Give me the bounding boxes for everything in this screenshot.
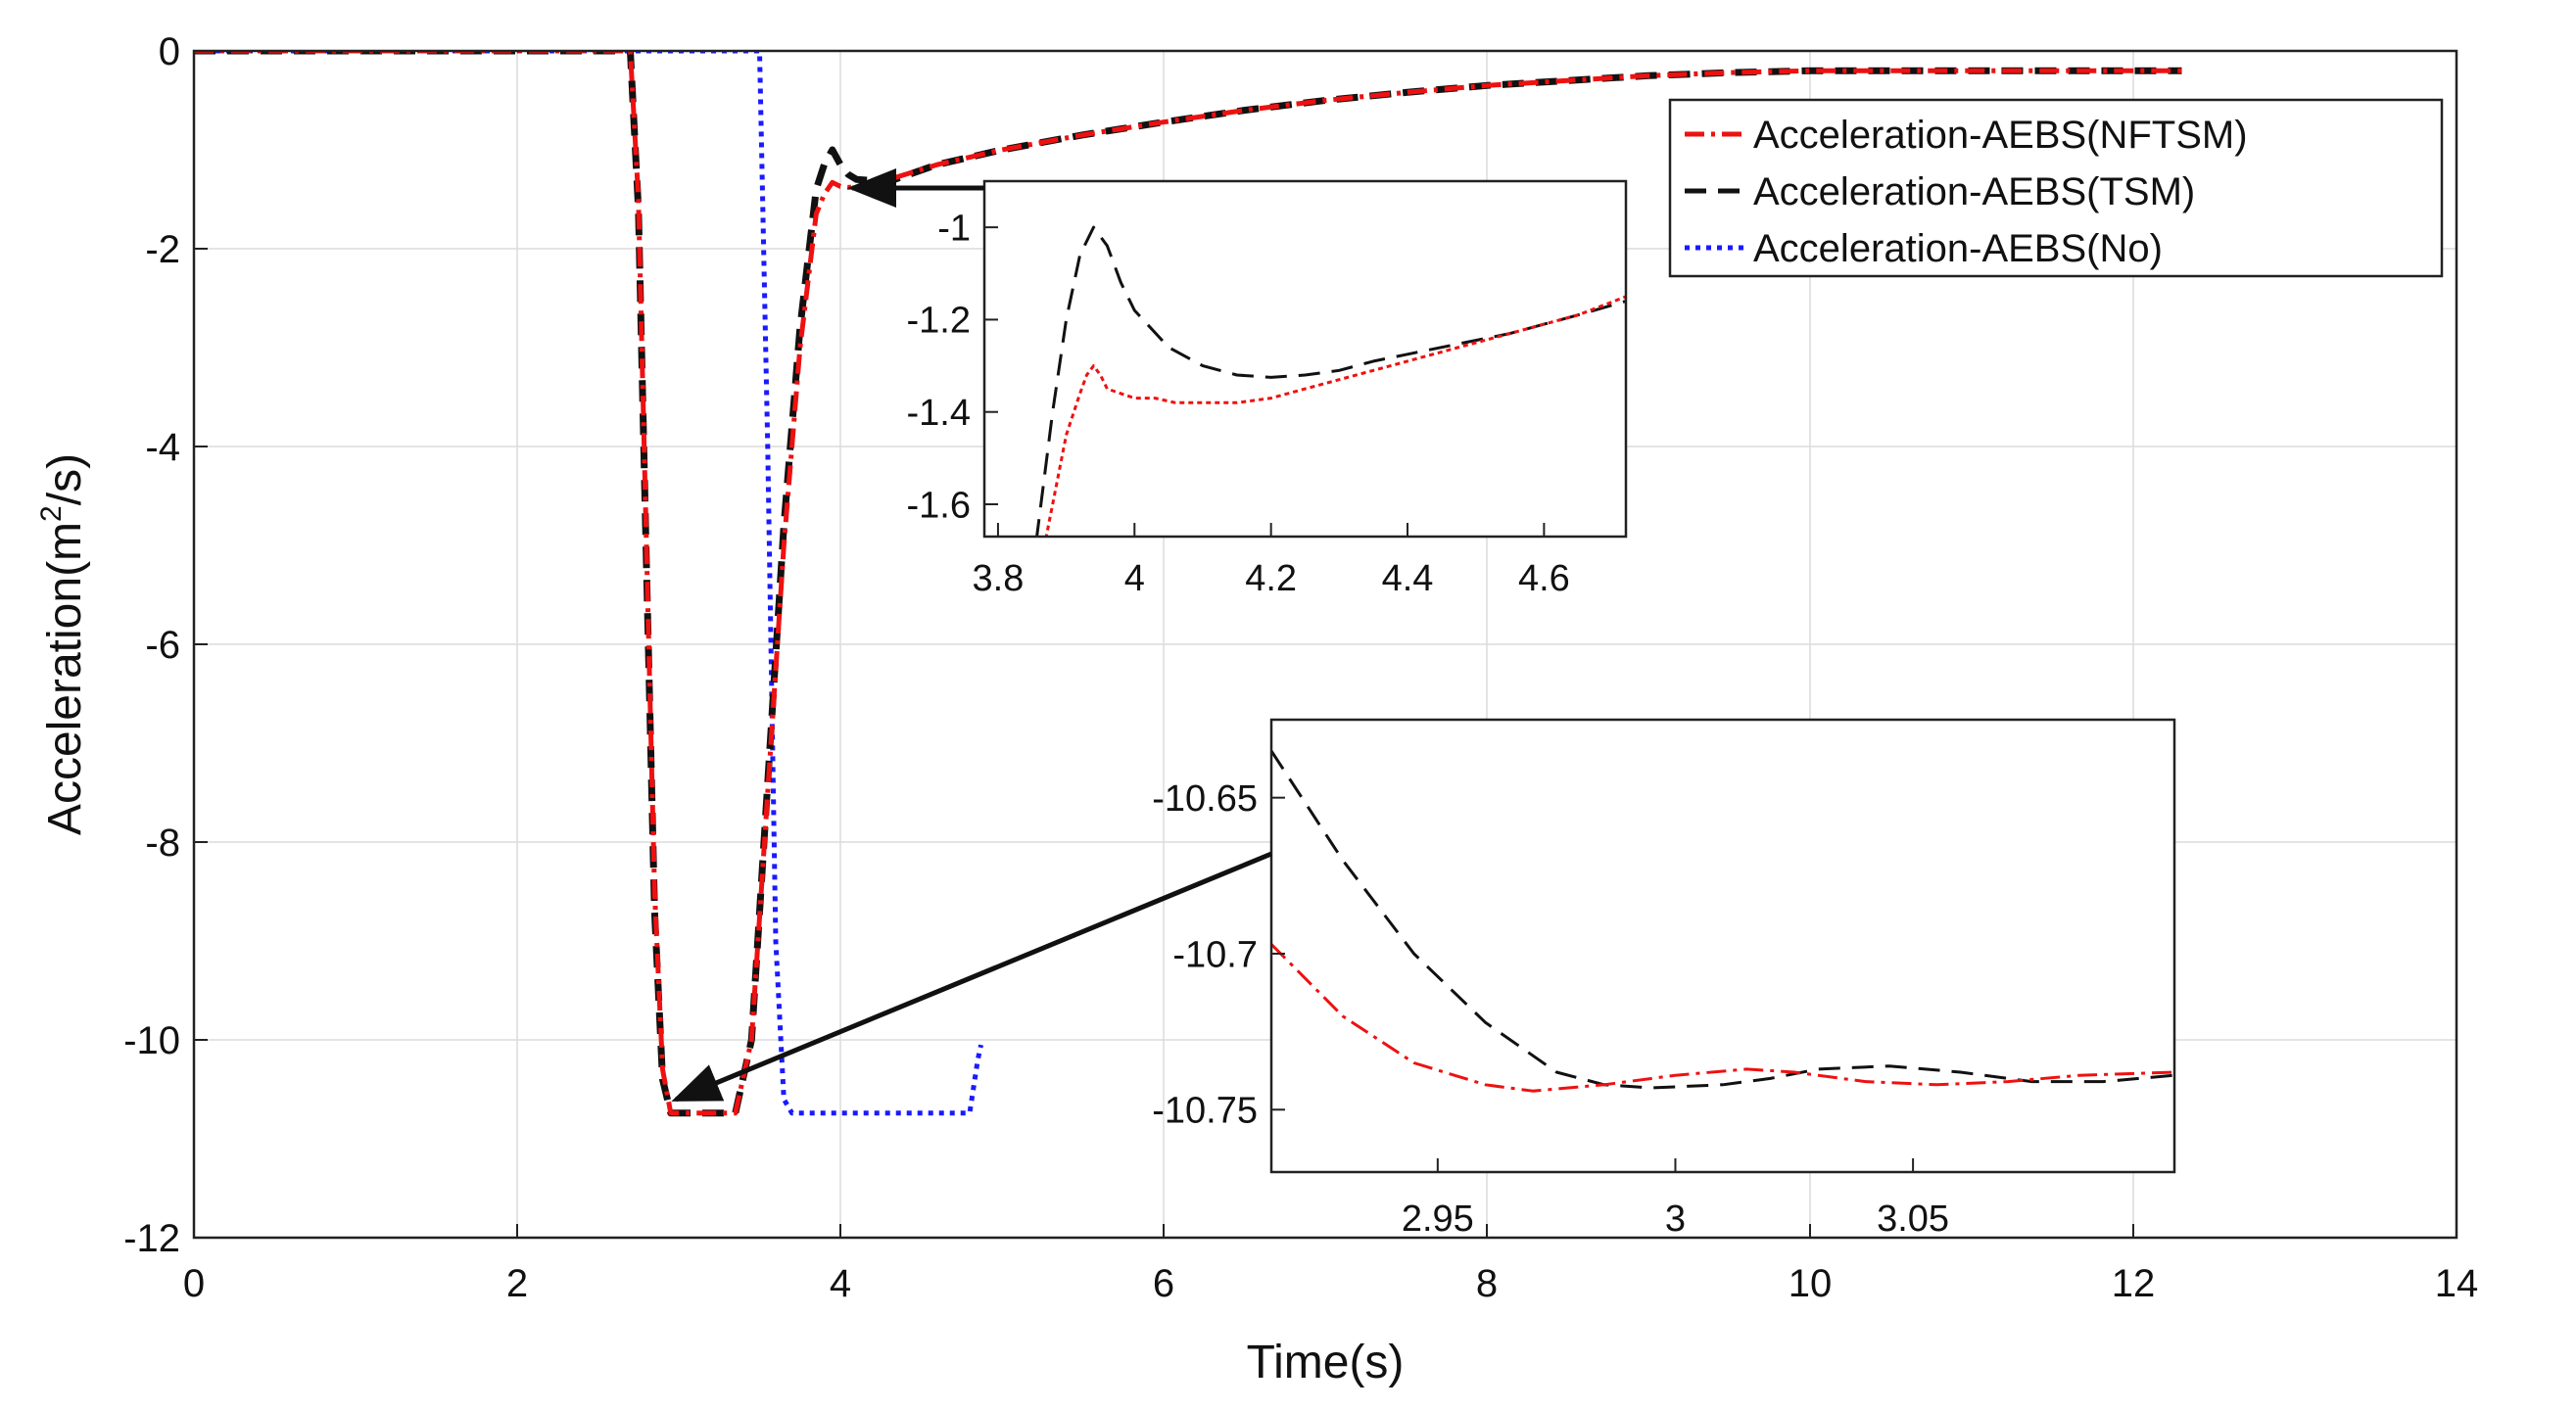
y-tick-label: -4 xyxy=(145,426,180,469)
series-line-tsm xyxy=(1271,750,2174,1090)
x-tick-label: 2.95 xyxy=(1402,1198,1474,1240)
y-tick-label: -10.75 xyxy=(1152,1091,1258,1132)
y-tick-label: -10.65 xyxy=(1152,778,1258,820)
x-tick-label: 4 xyxy=(1124,558,1145,599)
inset-upper-series-group xyxy=(1035,225,1626,537)
x-tick-label: 3.05 xyxy=(1877,1198,1949,1240)
y-tick-label: -1.4 xyxy=(907,393,971,434)
legend-box xyxy=(1668,98,2444,278)
y-tick-label: -1 xyxy=(937,208,971,249)
y-tick-label: -10 xyxy=(123,1019,180,1062)
x-axis-label: Time(s) xyxy=(1247,1337,1405,1388)
x-tick-label: 4 xyxy=(830,1262,851,1305)
x-tick-label: 4.4 xyxy=(1382,558,1434,599)
series-line-tsm xyxy=(1035,225,1626,537)
x-tick-label: 2 xyxy=(506,1262,528,1305)
x-tick-label: 3.8 xyxy=(973,558,1025,599)
inset-lower-series-group xyxy=(1271,750,2174,1093)
inset-upper-background xyxy=(984,181,1626,537)
series-line-nftsm xyxy=(1044,295,1626,537)
x-tick-label: 8 xyxy=(1476,1262,1498,1305)
main-series-group xyxy=(194,51,2182,1117)
x-tick-label: 14 xyxy=(2435,1262,2479,1305)
series-line-nftsm xyxy=(1271,943,2174,1093)
y-tick-label: -6 xyxy=(145,624,180,667)
y-tick-label: 0 xyxy=(159,30,180,73)
series-line-acceleration-aebs-nftsm xyxy=(194,51,2182,1116)
inset-lower-ticks: 2.95 3 3.05 -10.65 -10.7 -10.75 xyxy=(1152,778,1949,1240)
legend: Acceleration-AEBS(NFTSM) Acceleration-AEB… xyxy=(1668,98,2444,278)
y-axis-label-superscript: 2 xyxy=(35,505,68,522)
y-tick-label: -10.7 xyxy=(1172,934,1258,975)
y-tick-label: -12 xyxy=(123,1217,180,1260)
x-tick-label: 6 xyxy=(1153,1262,1174,1305)
x-tick-label: 12 xyxy=(2112,1262,2156,1305)
series-line-acceleration-aebs-tsm xyxy=(194,51,2182,1117)
x-tick-label: 10 xyxy=(1789,1262,1833,1305)
legend-label: Acceleration-AEBS(No) xyxy=(1753,227,2163,270)
inset-upper-ticks: 3.8 4 4.2 4.4 4.6 -1 -1.2 -1.4 -1.6 xyxy=(907,208,1570,599)
y-tick-label: -1.6 xyxy=(907,485,971,526)
x-tick-label: 4.6 xyxy=(1518,558,1570,599)
legend-label: Acceleration-AEBS(NFTSM) xyxy=(1753,114,2248,157)
annotation-arrow-lower xyxy=(671,851,1272,1103)
inset-lower-background xyxy=(1271,720,2174,1172)
series-line-acceleration-aebs-no xyxy=(194,51,984,1116)
y-axis-label: Acceleration(m2/s) xyxy=(35,453,91,835)
legend-label: Acceleration-AEBS(TSM) xyxy=(1753,170,2195,213)
main-ticks: 0 2 4 6 8 10 12 14 0 -2 -4 -6 -8 -10 -12 xyxy=(123,30,2478,1305)
y-tick-label: -1.2 xyxy=(907,301,971,342)
inset-upper-frame xyxy=(982,179,1628,539)
inset-lower-frame xyxy=(1269,718,2176,1174)
x-tick-label: 4.2 xyxy=(1245,558,1297,599)
y-tick-label: -8 xyxy=(145,822,180,865)
x-tick-label: 0 xyxy=(183,1262,205,1305)
x-tick-label: 3 xyxy=(1665,1198,1686,1240)
y-tick-label: -2 xyxy=(145,228,180,271)
